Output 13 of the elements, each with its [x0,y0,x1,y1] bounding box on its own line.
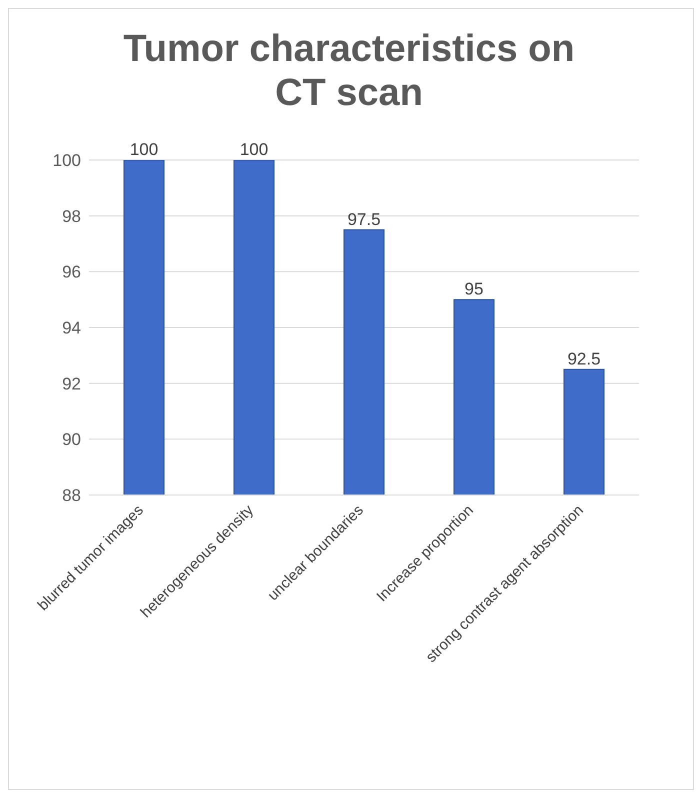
y-tick-label: 88 [62,486,81,506]
data-label: 95 [464,280,484,299]
data-label: 100 [240,140,268,159]
chart-title: Tumor characteristics on CT scan [122,27,576,115]
y-tick-label: 94 [62,318,81,338]
y-tick-label: 90 [62,430,81,450]
data-label: 97.5 [347,210,381,229]
y-tick-label: 96 [62,262,81,282]
y-tick-label: 100 [52,151,81,170]
y-tick-label: 92 [62,374,81,394]
y-tick-label: 98 [62,206,81,226]
data-label: 92.5 [567,349,601,368]
data-label: 100 [130,140,158,159]
